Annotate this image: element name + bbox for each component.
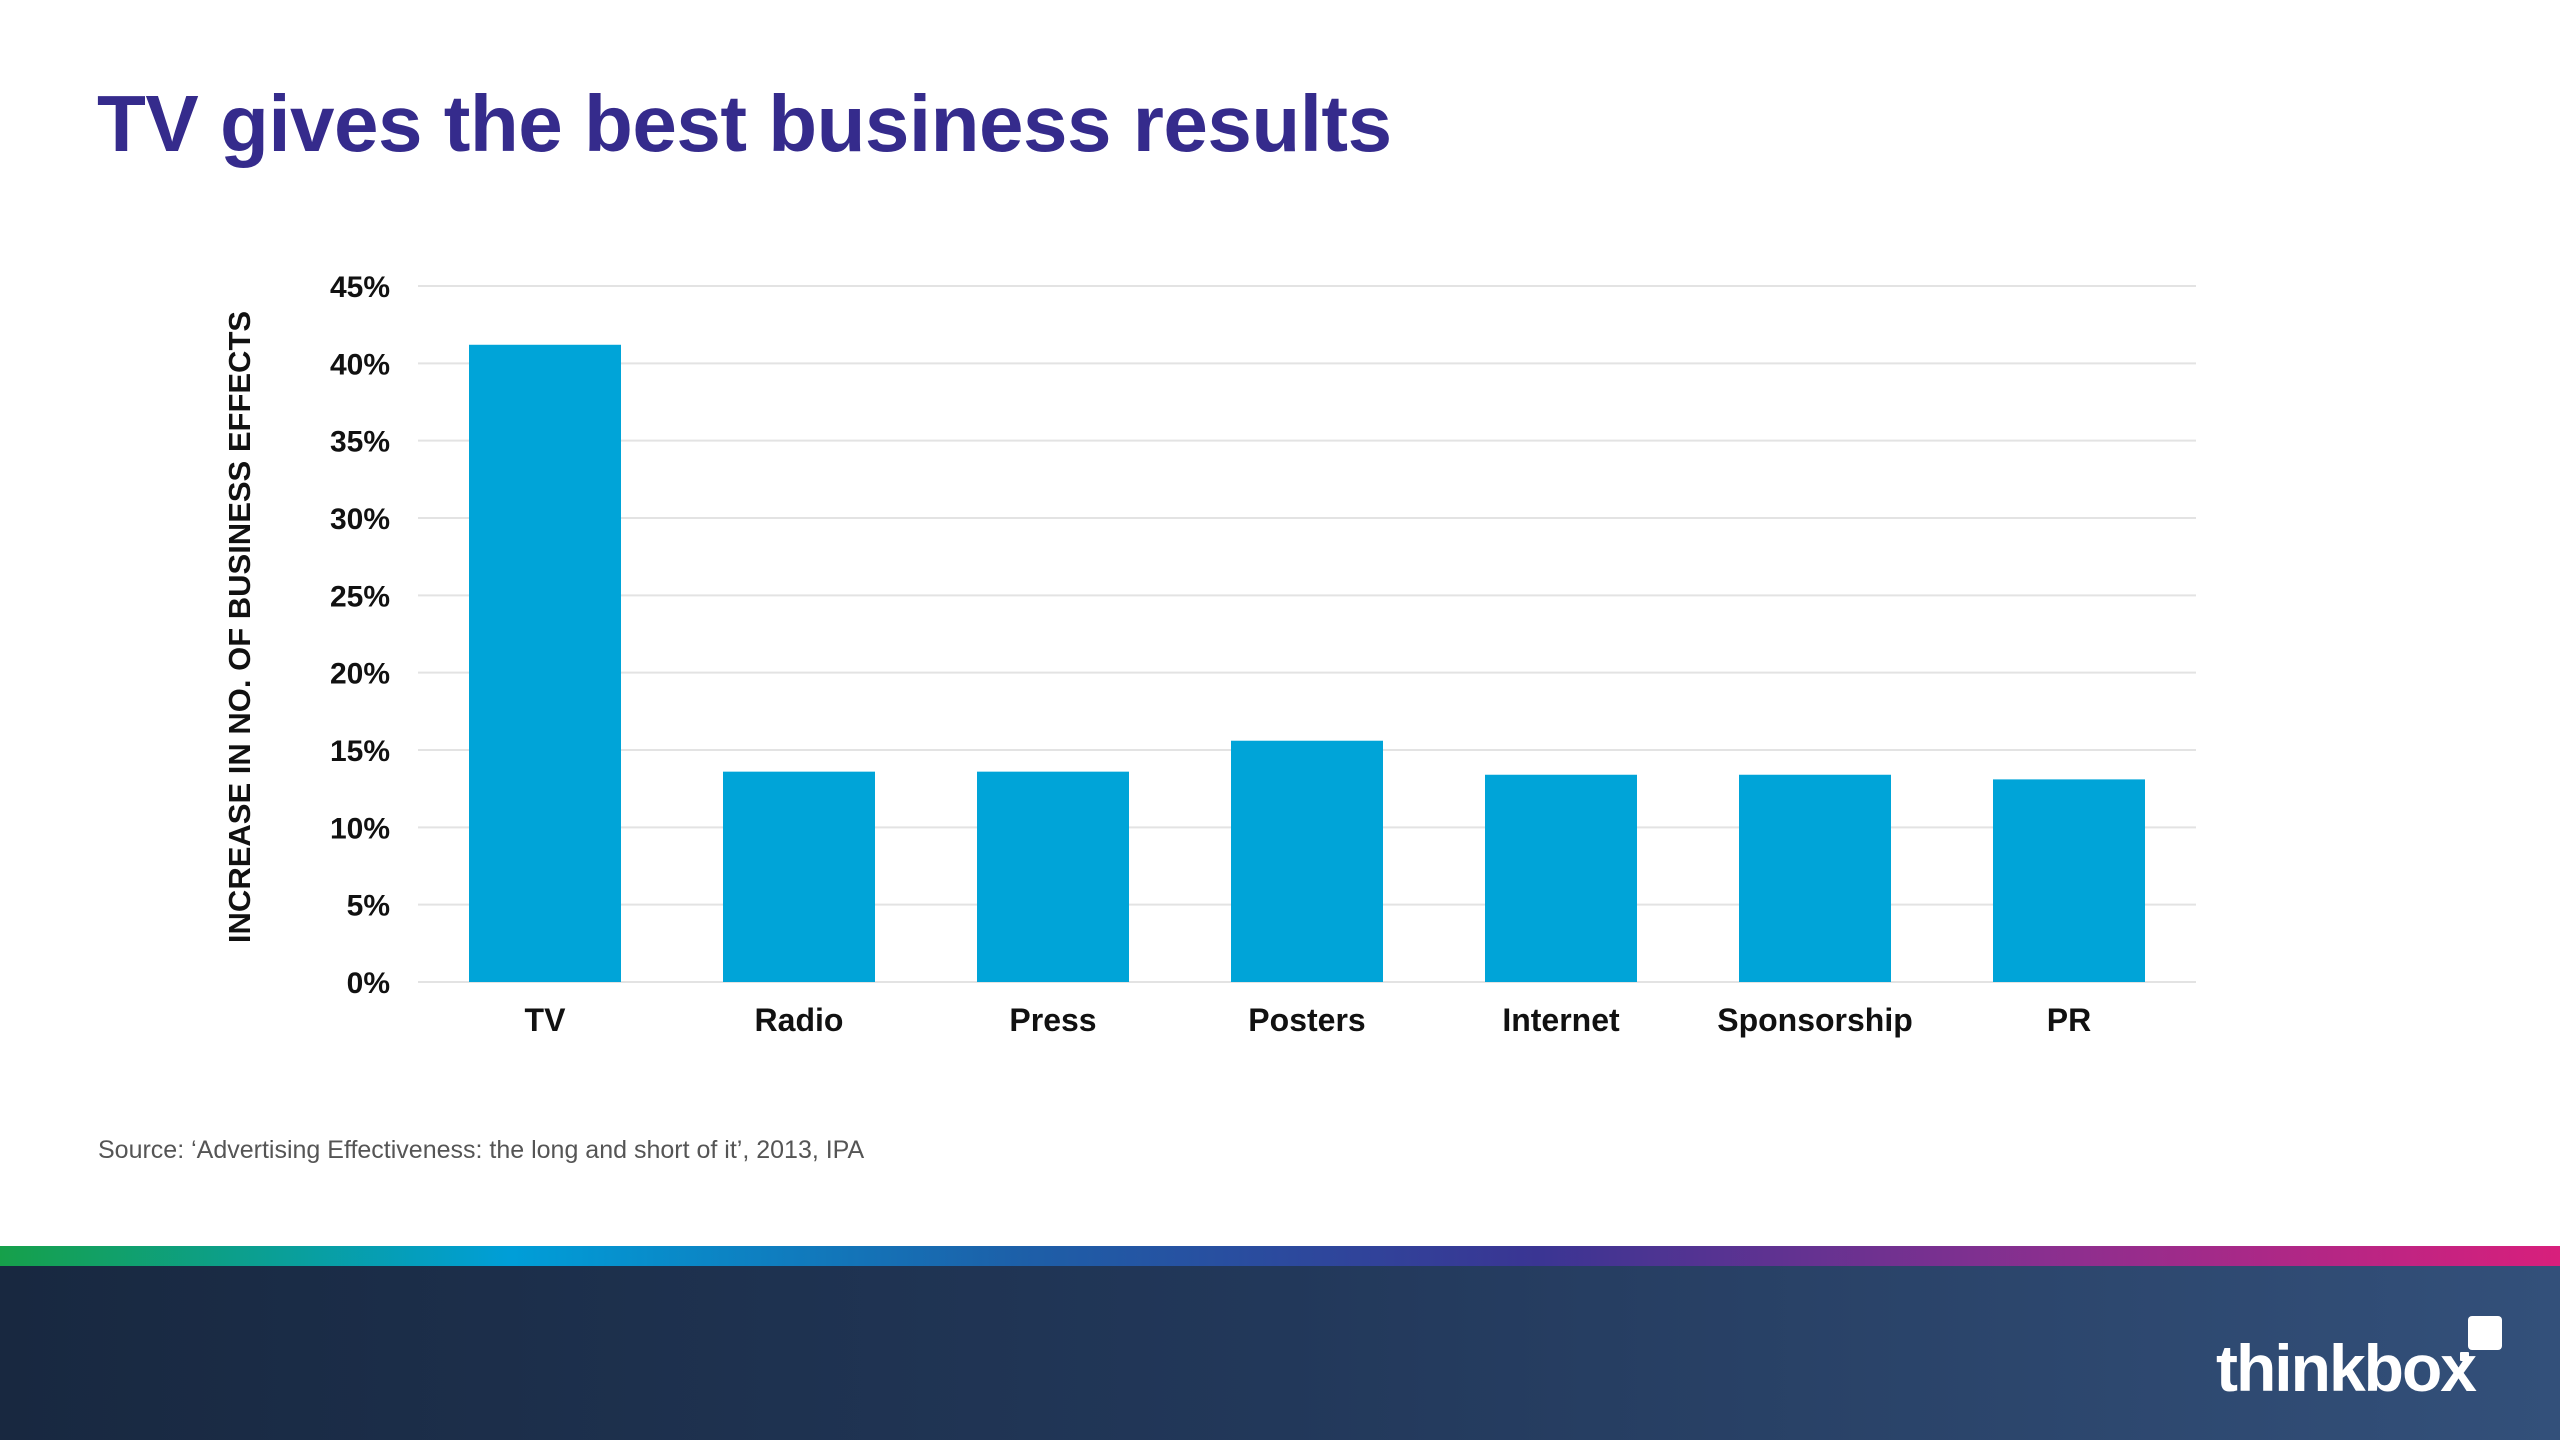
x-axis-ticks: TV Radio Press Posters Internet Sponsorship PR: [525, 1002, 2092, 1038]
bar-sponsorship: [1739, 774, 1891, 982]
x-tick-label: Sponsorship: [1717, 1002, 1913, 1038]
y-tick-label: 5%: [347, 890, 390, 923]
y-tick-label: 10%: [330, 812, 390, 845]
x-tick-label: Posters: [1248, 1002, 1365, 1038]
footer-bar: [0, 1266, 2560, 1440]
logo-square-icon: [2468, 1316, 2502, 1350]
x-tick-label: Radio: [755, 1002, 844, 1038]
y-tick-label: 20%: [330, 658, 390, 691]
brand-color-strip: [0, 1246, 2560, 1266]
bar-pr: [1993, 779, 2145, 982]
y-tick-label: 35%: [330, 426, 390, 459]
y-tick-label: 45%: [330, 271, 390, 304]
y-axis-label: INCREASE IN NO. OF BUSINESS EFFECTS: [222, 311, 257, 943]
y-tick-label: 40%: [330, 348, 390, 381]
logo-dot: [2460, 1352, 2469, 1361]
x-tick-label: Internet: [1502, 1002, 1620, 1038]
y-axis-ticks: 0% 5% 10% 15% 20% 25% 30% 35% 40% 45%: [330, 271, 390, 1000]
thinkbox-logo: thinkbox: [2216, 1316, 2506, 1416]
x-tick-label: TV: [525, 1002, 567, 1038]
y-tick-label: 25%: [330, 580, 390, 613]
logo-wordmark: thinkbox: [2216, 1331, 2477, 1405]
x-tick-label: Press: [1009, 1002, 1096, 1038]
bar-posters: [1231, 740, 1383, 982]
bar-press: [977, 771, 1129, 982]
bar-internet: [1485, 774, 1637, 982]
x-tick-label: PR: [2047, 1002, 2091, 1038]
bar-radio: [723, 771, 875, 982]
bar-tv: [469, 344, 621, 983]
source-note: Source: ‘Advertising Effectiveness: the …: [98, 1136, 865, 1164]
slide-title: TV gives the best business results: [97, 79, 1392, 168]
bar-chart: 0% 5% 10% 15% 20% 25% 30% 35% 40% 45% TV Radio Pres…: [222, 271, 2196, 1038]
y-tick-label: 30%: [330, 503, 390, 536]
bars: [469, 344, 2145, 983]
y-tick-label: 15%: [330, 735, 390, 768]
y-tick-label: 0%: [347, 967, 390, 1000]
